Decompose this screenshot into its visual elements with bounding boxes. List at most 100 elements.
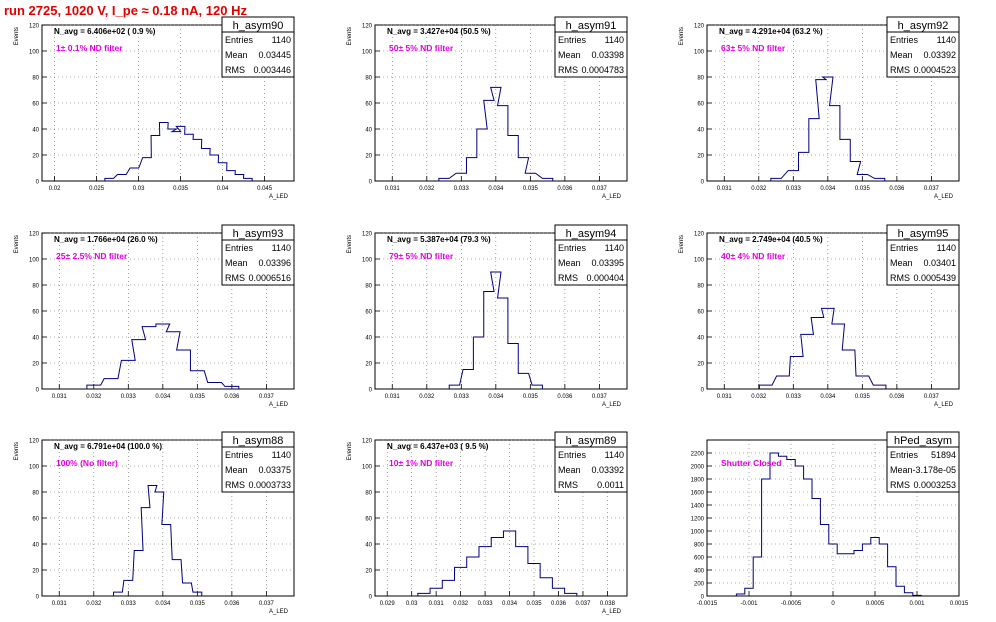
stats-label: Mean bbox=[225, 50, 248, 60]
histogram-bin bbox=[430, 588, 442, 596]
y-tick-label: 1200 bbox=[691, 517, 705, 523]
histogram-bin bbox=[176, 126, 185, 181]
stats-value: 0.03395 bbox=[591, 258, 624, 268]
histogram-bin bbox=[104, 379, 118, 389]
histogram-line bbox=[113, 485, 203, 596]
y-tick-label: 0 bbox=[369, 180, 373, 186]
x-axis-title: A_LED bbox=[934, 402, 954, 408]
stats-label: Entries bbox=[558, 35, 587, 45]
y-tick-label: 40 bbox=[32, 336, 39, 342]
histogram-line bbox=[758, 307, 887, 389]
panel-h-asym88: 0 20 40 60 80 100 120 0.031 0.032 0.033 0.034 0.035… bbox=[14, 431, 295, 615]
histogram-bin bbox=[856, 376, 869, 389]
x-axis-title: A_LED bbox=[602, 609, 622, 615]
histogram-bin bbox=[498, 106, 508, 181]
stats-box: h_asym91 Entries 1140 Mean 0.03398 RMS 0.00047… bbox=[554, 16, 628, 78]
panel-h-asym93: 0 20 40 60 80 100 120 0.031 0.032 0.033 0.034 0.035… bbox=[14, 224, 295, 408]
x-tick-label: -0.001 bbox=[740, 601, 758, 607]
y-tick-label: 120 bbox=[694, 24, 705, 30]
stats-value: 1140 bbox=[605, 450, 624, 460]
stats-label: RMS bbox=[225, 65, 245, 75]
histogram-bin bbox=[552, 588, 564, 596]
panel-h-asym90: 0 20 40 60 80 100 120 0.02 0.025 0.03 0.035 0.04 0.0… bbox=[14, 16, 295, 200]
x-tick-label: 0.036 bbox=[224, 601, 240, 607]
y-tick-label: 100 bbox=[362, 50, 373, 56]
x-axis-title: A_LED bbox=[269, 609, 289, 615]
y-tick-label: 80 bbox=[32, 491, 39, 497]
histogram-bin bbox=[130, 168, 139, 181]
x-tick-label: 0.035 bbox=[190, 394, 206, 400]
histogram-line bbox=[417, 530, 578, 596]
histogram-bin bbox=[820, 525, 828, 597]
x-tick-label: 0.0015 bbox=[950, 601, 969, 607]
y-tick-label: 60 bbox=[32, 517, 39, 523]
x-tick-label: 0.032 bbox=[419, 186, 435, 192]
histogram-bin bbox=[798, 152, 808, 181]
histogram-bin bbox=[208, 383, 222, 390]
y-tick-label: 0 bbox=[701, 595, 705, 601]
x-tick-label: 0.031 bbox=[717, 394, 733, 400]
x-tick-label: 0.034 bbox=[488, 186, 504, 192]
histogram-bin bbox=[503, 531, 515, 596]
y-tick-label: 1000 bbox=[691, 530, 705, 536]
stats-value: 0.0003733 bbox=[248, 480, 291, 490]
y-tick-label: 20 bbox=[697, 362, 704, 368]
stats-label: RMS bbox=[558, 65, 578, 75]
x-tick-label: 0.035 bbox=[855, 394, 871, 400]
page-title: run 2725, 1020 V, I_pe ≈ 0.18 nA, 120 Hz bbox=[4, 3, 247, 18]
y-tick-label: 120 bbox=[29, 24, 40, 30]
x-tick-label: 0.036 bbox=[889, 394, 905, 400]
histogram-bin bbox=[829, 544, 837, 596]
y-tick-label: 40 bbox=[697, 336, 704, 342]
x-tick-label: 0.031 bbox=[385, 394, 401, 400]
histogram-bin bbox=[143, 158, 152, 181]
x-tick-label: 0.033 bbox=[478, 601, 494, 607]
x-tick-label: 0.025 bbox=[89, 186, 105, 192]
stats-label: RMS bbox=[225, 273, 245, 283]
x-tick-label: 0.03 bbox=[406, 601, 418, 607]
x-tick-label: 0.037 bbox=[259, 394, 275, 400]
histogram-bin bbox=[871, 538, 879, 597]
stats-box-frame bbox=[886, 16, 960, 78]
y-tick-label: 40 bbox=[32, 128, 39, 134]
histogram-name: h_asym90 bbox=[233, 20, 284, 32]
histogram-bin bbox=[466, 158, 476, 181]
y-tick-label: 100 bbox=[362, 258, 373, 264]
histogram-bin bbox=[124, 580, 133, 596]
avg-label: N_avg = 5.387e+04 (79.3 %) bbox=[387, 235, 491, 244]
stats-value: 0.0004523 bbox=[913, 65, 956, 75]
x-tick-label: 0.037 bbox=[259, 601, 275, 607]
y-tick-label: 100 bbox=[29, 258, 40, 264]
avg-label: N_avg = 2.749e+04 (40.5 %) bbox=[719, 235, 823, 244]
y-tick-label: 0 bbox=[36, 388, 40, 394]
y-tick-label: 20 bbox=[697, 154, 704, 160]
histogram-bin bbox=[159, 123, 168, 182]
stats-label: RMS bbox=[558, 273, 578, 283]
y-axis-title: Events bbox=[679, 235, 685, 253]
y-tick-label: 0 bbox=[36, 595, 40, 601]
stats-box: h_asym95 Entries 1140 Mean 0.03401 RMS 0.00054… bbox=[886, 224, 960, 286]
x-tick-label: 0.033 bbox=[454, 186, 470, 192]
filter-label: 79± 5% ND filter bbox=[389, 251, 454, 261]
histogram-bin bbox=[896, 586, 904, 596]
stats-value: -3.178e-05 bbox=[912, 465, 956, 475]
x-tick-label: 0.037 bbox=[592, 394, 608, 400]
y-tick-label: 120 bbox=[362, 232, 373, 238]
x-tick-label: 0.038 bbox=[600, 601, 616, 607]
stats-label: Mean bbox=[558, 50, 581, 60]
x-tick-label: 0.034 bbox=[155, 394, 171, 400]
stats-label: Entries bbox=[890, 450, 919, 460]
histogram-name: h_asym94 bbox=[566, 228, 617, 240]
stats-label: Mean bbox=[558, 258, 581, 268]
histogram-name: hPed_asym bbox=[894, 435, 952, 447]
y-tick-label: 20 bbox=[32, 362, 39, 368]
filter-label: Shutter Closed bbox=[721, 458, 781, 468]
stats-value: 1140 bbox=[937, 35, 956, 45]
y-tick-label: 20 bbox=[32, 154, 39, 160]
histogram-bin bbox=[540, 578, 552, 596]
x-tick-label: 0.036 bbox=[551, 601, 567, 607]
stats-label: Mean bbox=[890, 258, 913, 268]
histogram-bin bbox=[770, 453, 778, 596]
y-axis-title: Events bbox=[14, 442, 20, 460]
